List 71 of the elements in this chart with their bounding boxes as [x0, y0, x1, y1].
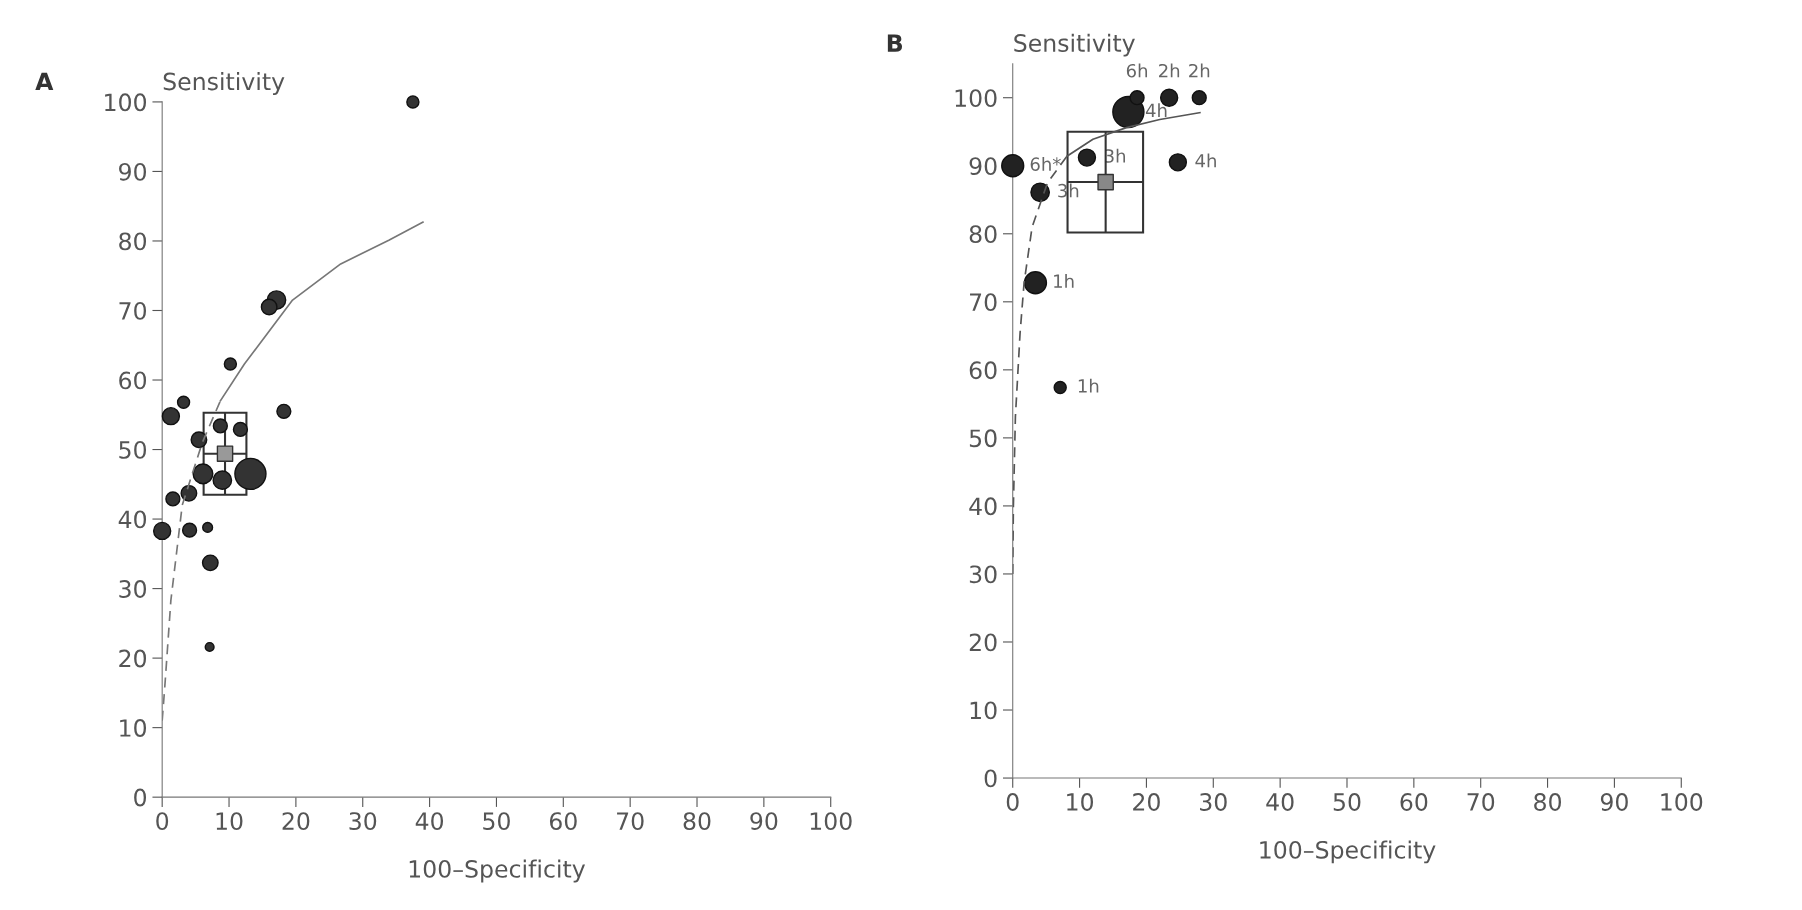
y-tick-label: 40	[118, 510, 147, 529]
y-tick-label: 20	[969, 633, 997, 652]
x-tick-label: 10	[1067, 793, 1094, 811]
x-tick-label: 40	[415, 812, 444, 831]
x-tick-label: 60	[549, 812, 577, 831]
x-tick-label: 50	[1333, 793, 1361, 811]
y-tick-label: 10	[120, 719, 147, 737]
annotation: 4h	[1145, 103, 1167, 117]
y-tick-label: 60	[119, 371, 147, 390]
y-tick-label: 80	[119, 232, 147, 251]
y-tick-label: 20	[119, 649, 147, 668]
point	[1030, 182, 1051, 203]
annotation: 1h	[1054, 274, 1074, 288]
x-axis-title: 100–Specificity	[1260, 840, 1436, 864]
x-tick-label: 90	[1600, 793, 1628, 811]
y-tick-label: 100	[105, 93, 147, 112]
x-tick-label: 60	[1400, 793, 1428, 811]
annotation: 6h	[1126, 63, 1148, 78]
y-tick-label: 30	[969, 565, 997, 584]
annotation: 2h	[1159, 63, 1180, 78]
x-tick-label: 70	[1467, 793, 1495, 811]
y-tick-label: 70	[970, 293, 997, 312]
y-tick-label: 100	[955, 89, 997, 108]
x-tick-label: 30	[1200, 793, 1227, 811]
y-tick-label: 50	[119, 440, 147, 459]
point	[180, 484, 198, 502]
y-axis-title: Sensitivity	[163, 72, 285, 95]
y-tick-label: 0	[984, 769, 997, 788]
x-tick-label: 10	[216, 812, 243, 831]
y-tick-label: 30	[119, 580, 147, 598]
x-tick-label: 80	[683, 812, 711, 831]
point	[232, 421, 249, 438]
y-tick-label: 50	[969, 429, 997, 448]
point	[260, 298, 278, 316]
point	[1077, 148, 1097, 167]
y-tick-label: 70	[119, 301, 147, 320]
point	[165, 491, 181, 507]
y-axis-title: Sensitivity	[1014, 33, 1135, 57]
annotation: 6h*	[1030, 157, 1061, 171]
y-tick-label: 80	[969, 225, 997, 244]
y-tick-label: 90	[119, 162, 147, 181]
point	[201, 554, 219, 572]
chart-title: A	[35, 72, 54, 91]
y-tick-label: 90	[969, 157, 997, 176]
x-tick-label: 50	[483, 812, 510, 831]
x-tick-label: 100	[1661, 793, 1703, 811]
x-tick-label: 40	[1266, 793, 1294, 811]
x-tick-label: 20	[282, 812, 310, 831]
point	[1168, 153, 1188, 172]
x-tick-label: 90	[750, 812, 778, 831]
point	[190, 431, 208, 449]
y-tick-label: 40	[969, 497, 997, 516]
x-tick-label: 70	[617, 812, 644, 831]
x-tick-label: 30	[349, 812, 377, 831]
point	[1097, 173, 1114, 191]
chart-title: B	[887, 34, 903, 52]
x-tick-label: 20	[1133, 793, 1160, 811]
y-tick-label: 10	[970, 701, 997, 720]
point	[276, 403, 292, 419]
x-tick-label: 0	[1006, 793, 1019, 811]
annotation: 4h	[1195, 153, 1216, 168]
x-tick-label: 0	[156, 812, 169, 831]
annotation: 1h	[1078, 378, 1099, 393]
point	[212, 418, 228, 434]
point	[216, 445, 234, 463]
point	[181, 522, 198, 538]
x-tick-label: 100	[810, 812, 852, 831]
x-axis-title: 100–Specificity	[409, 859, 586, 883]
x-tick-label: 80	[1534, 793, 1562, 811]
y-tick-label: 60	[969, 361, 997, 380]
annotation: 2h	[1189, 63, 1210, 78]
